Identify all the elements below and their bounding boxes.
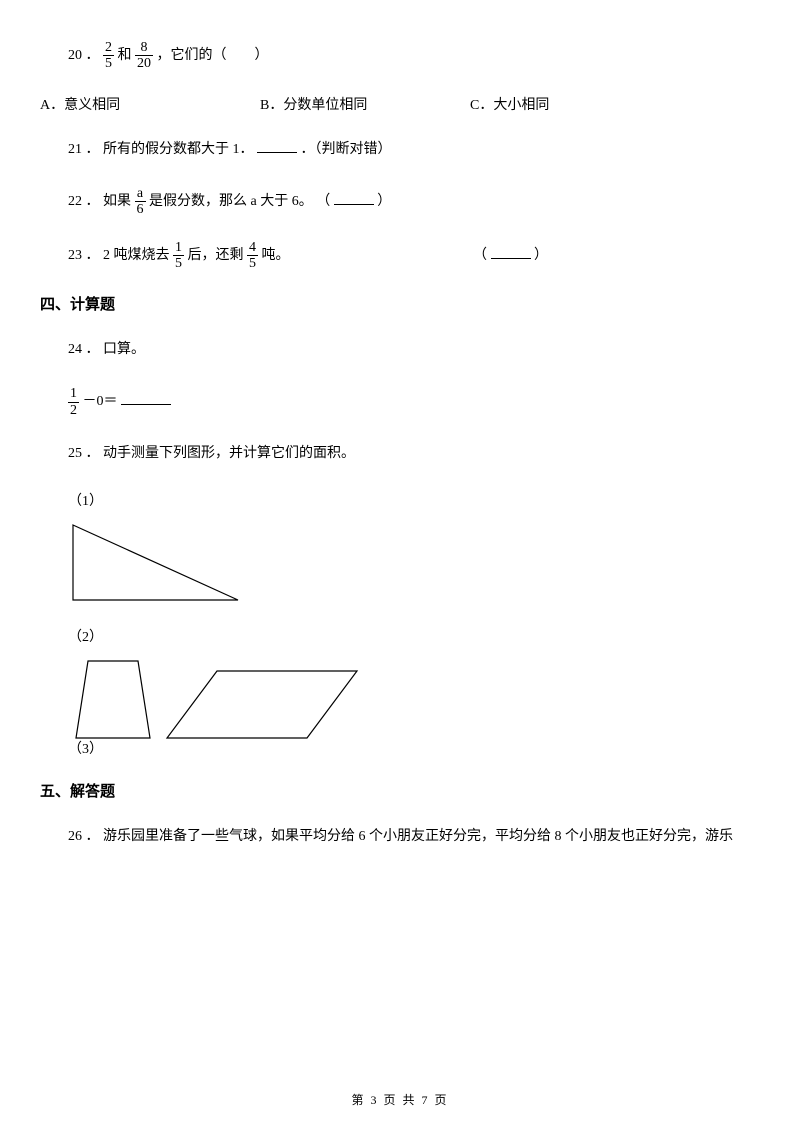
q21-text-a: 所有的假分数都大于 1．	[103, 142, 254, 157]
dot: ．	[86, 48, 100, 63]
q22-text-b: 是假分数，那么 a 大于 6。 （	[149, 194, 330, 209]
fraction-1: 2 5	[103, 40, 114, 72]
trapezoid-polygon	[76, 661, 150, 738]
paren-r: ）	[534, 248, 548, 263]
question-21: 21 ． 所有的假分数都大于 1． ．（判断对错）	[40, 136, 760, 164]
fraction-15: 1 5	[173, 240, 184, 272]
answer-blank[interactable]	[491, 245, 531, 259]
answer-blank[interactable]	[334, 191, 374, 205]
q-number: 20	[68, 48, 82, 63]
q25-sub-1: （1）	[68, 490, 760, 510]
answer-blank[interactable]	[121, 391, 171, 405]
q24-expr-text: －0＝	[83, 394, 118, 409]
q25-sub-2: （2）	[68, 626, 760, 646]
q24-expr: 1 2 －0＝	[40, 386, 760, 418]
fraction-45: 4 5	[247, 240, 258, 272]
option-b: B．分数单位相同	[260, 94, 470, 114]
option-c: C．大小相同	[470, 94, 670, 114]
dot: ．	[86, 446, 100, 461]
question-23: 23 ． 2 吨煤烧去 1 5 后，还剩 4 5 吨。 （ ）	[40, 240, 760, 272]
section-4-title: 四、计算题	[40, 293, 760, 314]
fraction-a6: a 6	[135, 186, 146, 218]
option-a: A．意义相同	[40, 94, 260, 114]
q-number: 25	[68, 446, 82, 461]
dot: ．	[86, 248, 100, 263]
fraction-2: 8 20	[135, 40, 153, 72]
question-24: 24 ． 口算。	[40, 336, 760, 364]
page-footer: 第 3 页 共 7 页	[0, 1091, 800, 1108]
section-5-title: 五、解答题	[40, 780, 760, 801]
q23-text-a: 2 吨煤烧去	[103, 248, 170, 263]
question-20: 20 ． 2 5 和 8 20 ，它们的（ ）	[40, 40, 760, 72]
question-22: 22 ． 如果 a 6 是假分数，那么 a 大于 6。 （ ）	[40, 186, 760, 218]
answer-blank[interactable]	[257, 139, 297, 153]
q22-text-c: ）	[377, 194, 391, 209]
q-number: 26	[68, 829, 82, 844]
trapezoid-icon	[68, 656, 158, 746]
fraction-12: 1 2	[68, 386, 79, 418]
q22-text-a: 如果	[103, 194, 131, 209]
q-number: 21	[68, 142, 82, 157]
question-25: 25 ． 动手测量下列图形，并计算它们的面积。	[40, 440, 760, 468]
triangle-polygon	[73, 525, 238, 600]
q24-text: 口算。	[103, 342, 145, 357]
parallelogram-polygon	[167, 671, 357, 738]
q21-text-b: ．（判断对错）	[301, 142, 392, 157]
q23-paren: （ ）	[473, 242, 548, 270]
q23-text-c: 吨。	[262, 248, 290, 263]
parallelogram-icon	[162, 666, 362, 746]
dot: ．	[86, 194, 100, 209]
q26-text: 游乐园里准备了一些气球，如果平均分给 6 个小朋友正好分完，平均分给 8 个小朋…	[103, 829, 733, 844]
q20-options: A．意义相同 B．分数单位相同 C．大小相同	[40, 94, 760, 114]
question-26: 26 ． 游乐园里准备了一些气球，如果平均分给 6 个小朋友正好分完，平均分给 …	[40, 823, 760, 851]
dot: ．	[86, 142, 100, 157]
q-number: 24	[68, 342, 82, 357]
text-and: 和	[118, 48, 132, 63]
q20-tail: ，它们的（ ）	[157, 48, 269, 63]
q-number: 22	[68, 194, 82, 209]
q23-text-b: 后，还剩	[188, 248, 244, 263]
dot: ．	[86, 342, 100, 357]
trapezoid-parallelogram-row	[68, 656, 760, 746]
paren-l: （	[473, 248, 487, 263]
triangle-icon	[68, 520, 243, 605]
q25-text: 动手测量下列图形，并计算它们的面积。	[103, 446, 355, 461]
dot: ．	[86, 829, 100, 844]
triangle-shape	[68, 520, 760, 610]
q-number: 23	[68, 248, 82, 263]
